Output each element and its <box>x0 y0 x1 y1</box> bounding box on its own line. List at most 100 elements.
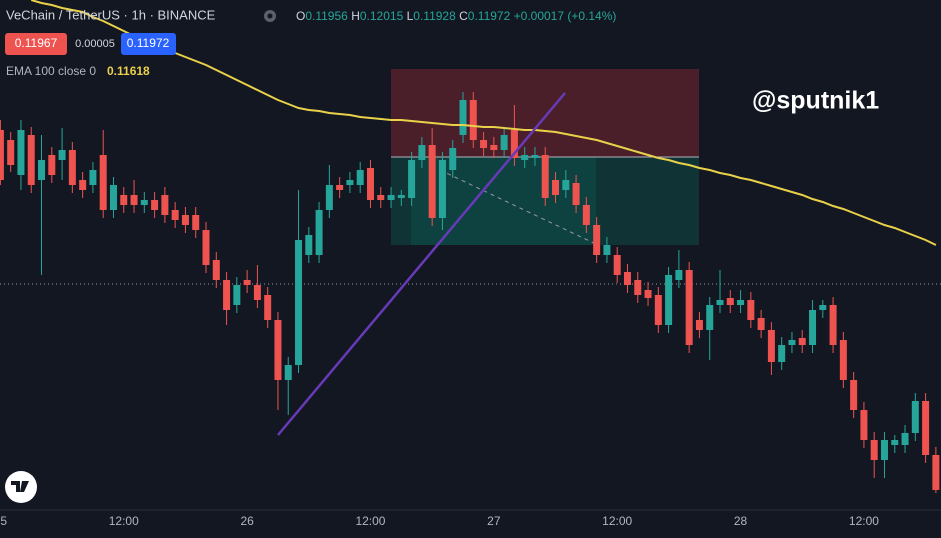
candle-body <box>366 168 374 200</box>
candle-body <box>911 401 919 433</box>
candle-body <box>582 205 590 225</box>
candle-body <box>38 160 46 180</box>
candle-body <box>613 255 621 275</box>
position-path <box>439 169 599 246</box>
candle-body <box>767 330 775 362</box>
candle-body <box>192 215 200 230</box>
candle-body <box>593 225 601 255</box>
indicator-label: EMA 100 close 0 <box>6 64 96 78</box>
candle-body <box>233 285 241 305</box>
ohlc-value: 0.11956 <box>305 9 348 23</box>
candle-body <box>706 305 714 330</box>
x-axis-labels: 5 12:00 26 12:00 27 12:00 28 12:00 <box>0 514 879 528</box>
candle-body <box>428 145 436 218</box>
ohlc-label: H <box>351 9 360 23</box>
candle-body <box>685 270 693 345</box>
candle-body <box>675 270 683 280</box>
candle-body <box>695 320 703 330</box>
candle-body <box>870 440 878 460</box>
candle-body <box>469 100 477 140</box>
x-tick-label: 5 <box>0 514 7 528</box>
candle-body <box>0 130 4 180</box>
candle-body <box>346 180 354 185</box>
symbol-title: VeChain / TetherUS · 1h · BINANCE <box>6 7 216 22</box>
candle-body <box>634 280 642 295</box>
buy-button[interactable] <box>121 33 176 55</box>
candle-body <box>99 155 107 210</box>
candle-body <box>161 195 169 215</box>
candle-body <box>572 183 580 205</box>
sell-price[interactable]: 0.11967 <box>15 36 58 50</box>
candle-body <box>654 295 662 325</box>
candle-body <box>819 305 827 310</box>
candle-body <box>490 145 498 150</box>
trend-line[interactable] <box>277 92 566 436</box>
candle-body <box>408 160 416 198</box>
candle-body <box>58 150 66 160</box>
candle-body <box>809 310 817 345</box>
candle-body <box>253 285 261 300</box>
spread: 0.00005 <box>75 38 115 50</box>
position-loss-zone[interactable] <box>391 69 699 157</box>
sell-button[interactable] <box>5 33 67 55</box>
ohlc-label: C <box>459 9 468 23</box>
candle-body <box>922 401 930 455</box>
ohlc-legend: O0.11956 H0.12015 L0.11928 C0.11972 +0.0… <box>296 9 616 23</box>
ohlc-value: 0.11928 <box>413 9 456 23</box>
candle-body <box>541 155 549 198</box>
candle-body <box>202 230 210 265</box>
candle-body <box>109 185 117 210</box>
candle-body <box>757 318 765 330</box>
logo <box>11 481 29 492</box>
candle-body <box>274 320 282 380</box>
position-progress <box>411 157 596 245</box>
candle-body <box>140 200 148 205</box>
candle-body <box>305 235 313 255</box>
candle-body <box>68 150 76 185</box>
candle-body <box>27 135 35 185</box>
candle-body <box>243 280 251 285</box>
candle-body <box>325 185 333 210</box>
visibility-icon-pupil <box>267 13 273 19</box>
candle-body <box>623 272 631 285</box>
candle-body <box>891 440 899 445</box>
candle-body <box>603 245 611 255</box>
candle-body <box>798 338 806 345</box>
candle-body <box>89 170 97 185</box>
candle-body <box>17 130 25 175</box>
ohlc-label: O <box>296 9 305 23</box>
candle-body <box>747 300 755 320</box>
buy-price[interactable]: 0.11972 <box>127 36 170 50</box>
x-tick-label: 28 <box>734 514 748 528</box>
candle-body <box>336 185 344 190</box>
candle-body <box>7 140 15 165</box>
candle-body <box>839 340 847 380</box>
candle-body <box>850 380 858 410</box>
candle-body <box>397 195 405 198</box>
candle-body <box>480 140 488 148</box>
candle-body <box>932 455 940 490</box>
ema-line <box>30 0 937 246</box>
candle-body <box>778 345 786 362</box>
x-tick-label: 12:00 <box>849 514 879 528</box>
candle-body <box>788 340 796 345</box>
candle-body <box>151 200 159 210</box>
candle-body <box>459 100 467 135</box>
x-tick-label: 12:00 <box>602 514 632 528</box>
candle-body <box>665 275 673 325</box>
plot-area <box>0 0 940 493</box>
candle-body <box>449 148 457 170</box>
x-tick-label: 26 <box>240 514 254 528</box>
candle-body <box>295 240 303 365</box>
change-percent: (+0.14%) <box>567 9 616 23</box>
candle-body <box>171 210 179 220</box>
change: +0.00017 <box>514 9 565 23</box>
candle-body <box>438 160 446 218</box>
candle-body <box>510 130 518 158</box>
candle-body <box>829 305 837 345</box>
candle-body <box>521 155 529 160</box>
candle-body <box>264 295 272 320</box>
